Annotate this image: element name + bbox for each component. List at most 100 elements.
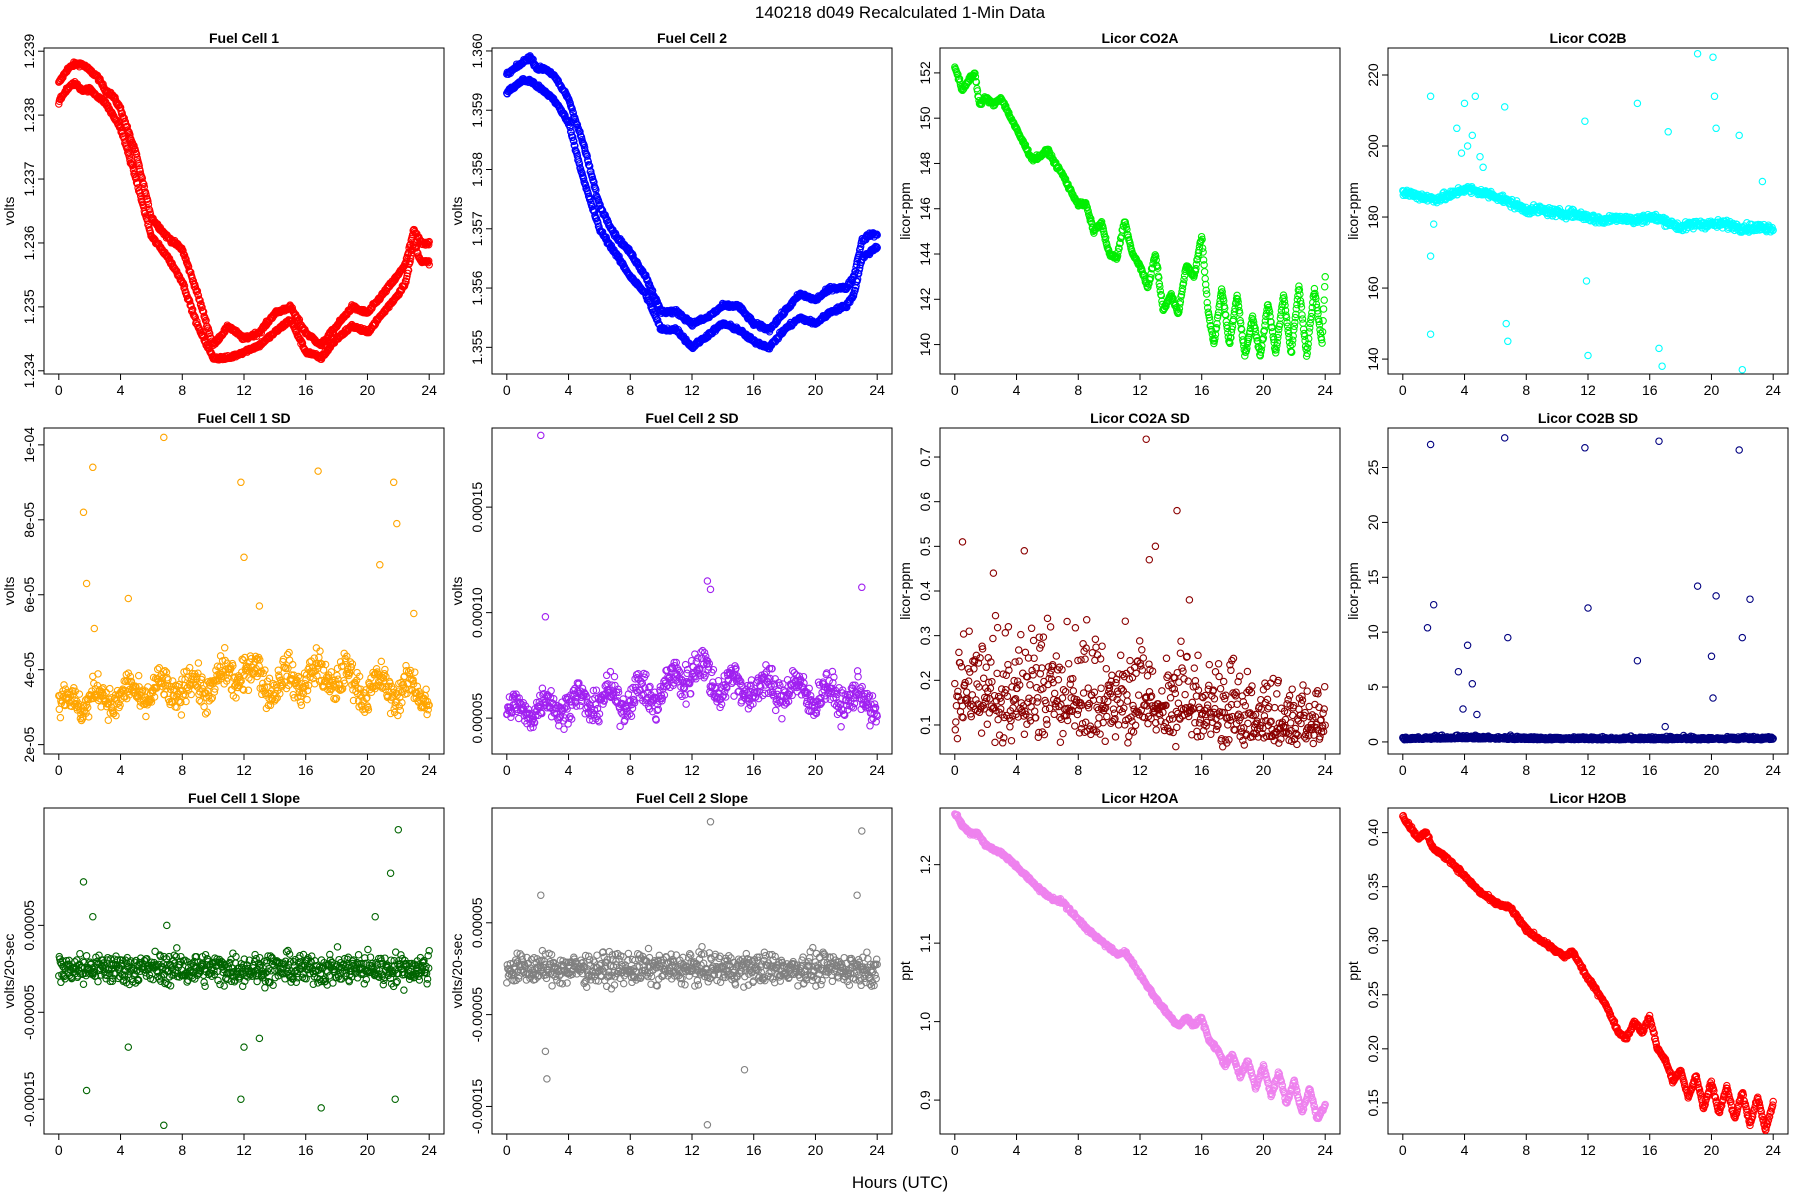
data-point	[285, 656, 294, 664]
x-tick-label: 4	[117, 382, 125, 398]
y-tick-label: 8e-05	[21, 502, 37, 538]
data-point	[60, 681, 68, 689]
x-tick-label: 16	[1642, 382, 1658, 398]
data-points	[55, 58, 433, 364]
data-point	[143, 216, 152, 225]
y-tick-label: 1.239	[21, 33, 37, 68]
x-tick-label: 0	[951, 382, 959, 398]
data-point	[185, 297, 194, 305]
data-point	[1476, 152, 1484, 161]
x-tick-label: 12	[236, 762, 252, 778]
x-tick-label: 20	[360, 382, 376, 398]
y-tick-label: 144	[917, 242, 933, 266]
x-tick-label: 0	[55, 382, 63, 398]
y-tick-label: 146	[917, 197, 933, 221]
data-point	[1709, 53, 1717, 61]
data-point	[592, 186, 600, 194]
x-tick-label: 20	[1256, 382, 1272, 398]
data-point	[193, 287, 202, 295]
data-point	[424, 257, 433, 265]
x-tick-label: 16	[298, 762, 314, 778]
y-tick-label: 6e-05	[21, 577, 37, 613]
x-tick-label: 4	[117, 762, 125, 778]
data-point	[1468, 131, 1477, 140]
data-point	[1710, 92, 1719, 101]
y-tick-label: 220	[1365, 63, 1381, 87]
data-point	[413, 248, 422, 257]
data-point	[199, 308, 208, 316]
y-tick-label: 1.356	[469, 270, 485, 305]
x-tick-label: 4	[1013, 382, 1021, 398]
x-tick-label: 8	[1522, 382, 1530, 398]
y-tick-label: 1.358	[469, 152, 485, 187]
data-point	[133, 179, 142, 188]
data-point	[1712, 124, 1720, 133]
data-point	[403, 269, 412, 278]
y-tick-label: 4e-05	[21, 652, 37, 688]
y-tick-label: 200	[1365, 134, 1381, 158]
y-tick-label: 180	[1365, 205, 1381, 229]
data-point	[132, 150, 141, 158]
data-point	[1693, 49, 1702, 58]
data-point	[1296, 290, 1304, 298]
data-point	[1463, 142, 1472, 150]
data-point	[412, 244, 421, 252]
data-point	[576, 127, 584, 136]
x-tick-label: 8	[626, 382, 634, 398]
x-tick-label: 8	[178, 382, 186, 398]
data-point	[104, 716, 113, 724]
y-tick-label: 1.234	[21, 353, 37, 388]
data-point	[1633, 99, 1642, 108]
y-axis-label: licor-ppm	[897, 182, 913, 240]
y-tick-label: 1.359	[469, 93, 485, 128]
x-tick-label: 24	[421, 762, 437, 778]
panel-title: Licor CO2A	[1101, 30, 1178, 46]
data-point	[1504, 337, 1512, 346]
data-point	[424, 240, 433, 249]
data-point	[197, 327, 205, 335]
data-point	[106, 684, 114, 693]
data-point	[1457, 149, 1466, 157]
data-point	[55, 705, 64, 714]
data-point	[177, 711, 186, 719]
data-point	[425, 261, 433, 269]
x-tick-label: 8	[1074, 382, 1082, 398]
data-point	[644, 276, 652, 285]
data-point	[298, 339, 307, 347]
x-tick-label: 16	[1194, 382, 1210, 398]
x-tick-label: 4	[565, 382, 573, 398]
data-point	[196, 296, 204, 305]
y-tick-label: 148	[917, 152, 933, 176]
data-point	[583, 152, 591, 160]
data-point	[1429, 220, 1438, 228]
y-tick-label: 140	[917, 333, 933, 357]
data-point	[1758, 177, 1767, 186]
data-point	[179, 246, 187, 255]
x-tick-label: 20	[1704, 382, 1720, 398]
y-tick-label: 152	[917, 61, 933, 85]
data-point	[645, 280, 654, 288]
x-tick-label: 24	[869, 382, 885, 398]
y-axis-label: volts	[449, 197, 465, 226]
data-point	[220, 644, 229, 652]
y-axis-label: licor-ppm	[1345, 182, 1361, 240]
data-point	[1320, 296, 1328, 304]
data-point	[303, 695, 311, 704]
data-point	[142, 192, 151, 200]
data-point	[1453, 124, 1461, 133]
x-tick-label: 20	[808, 382, 824, 398]
data-point	[288, 660, 297, 669]
data-point	[1320, 282, 1329, 291]
y-tick-label: 1e-04	[21, 427, 37, 463]
data-point	[199, 333, 208, 342]
data-point	[402, 278, 410, 286]
data-point	[425, 237, 433, 246]
y-tick-label: 150	[917, 106, 933, 130]
y-tick-label: 2e-05	[21, 727, 37, 763]
y-tick-label: 1.357	[469, 211, 485, 246]
panel-title: Fuel Cell 2	[657, 30, 727, 46]
